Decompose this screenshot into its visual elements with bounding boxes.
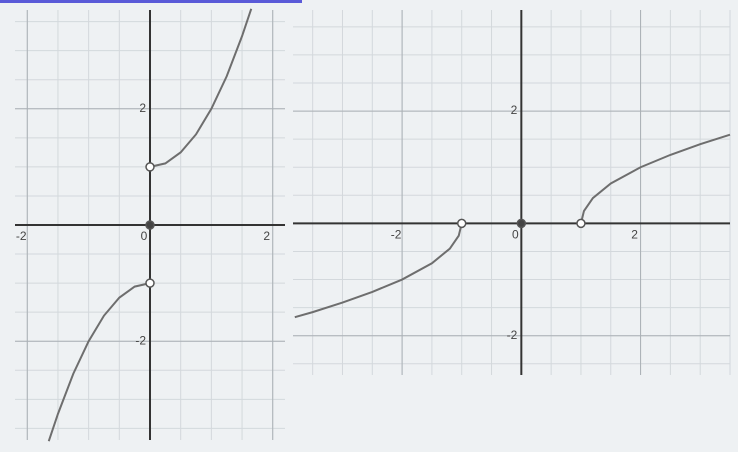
x-tick-label: -2: [391, 228, 402, 242]
x-tick-label: -2: [16, 229, 27, 243]
y-tick-label: -2: [135, 333, 146, 347]
curve: [149, 8, 253, 168]
closed-point: [145, 220, 155, 230]
curve: [579, 133, 731, 224]
x-tick-label: 0: [141, 229, 148, 243]
closed-point: [516, 218, 527, 229]
top-strip: [0, 0, 302, 3]
open-point: [576, 218, 586, 229]
curve: [294, 223, 463, 319]
open-point: [456, 218, 467, 229]
open-point: [145, 278, 155, 288]
x-tick-label: 0: [512, 228, 519, 242]
y-tick-label: 2: [139, 101, 146, 115]
y-tick-label: -2: [507, 328, 518, 342]
y-tick-label: 2: [511, 103, 518, 117]
curve: [47, 282, 151, 442]
open-point: [145, 162, 155, 172]
x-tick-label: 2: [631, 228, 638, 242]
x-tick-label: 2: [263, 229, 270, 243]
